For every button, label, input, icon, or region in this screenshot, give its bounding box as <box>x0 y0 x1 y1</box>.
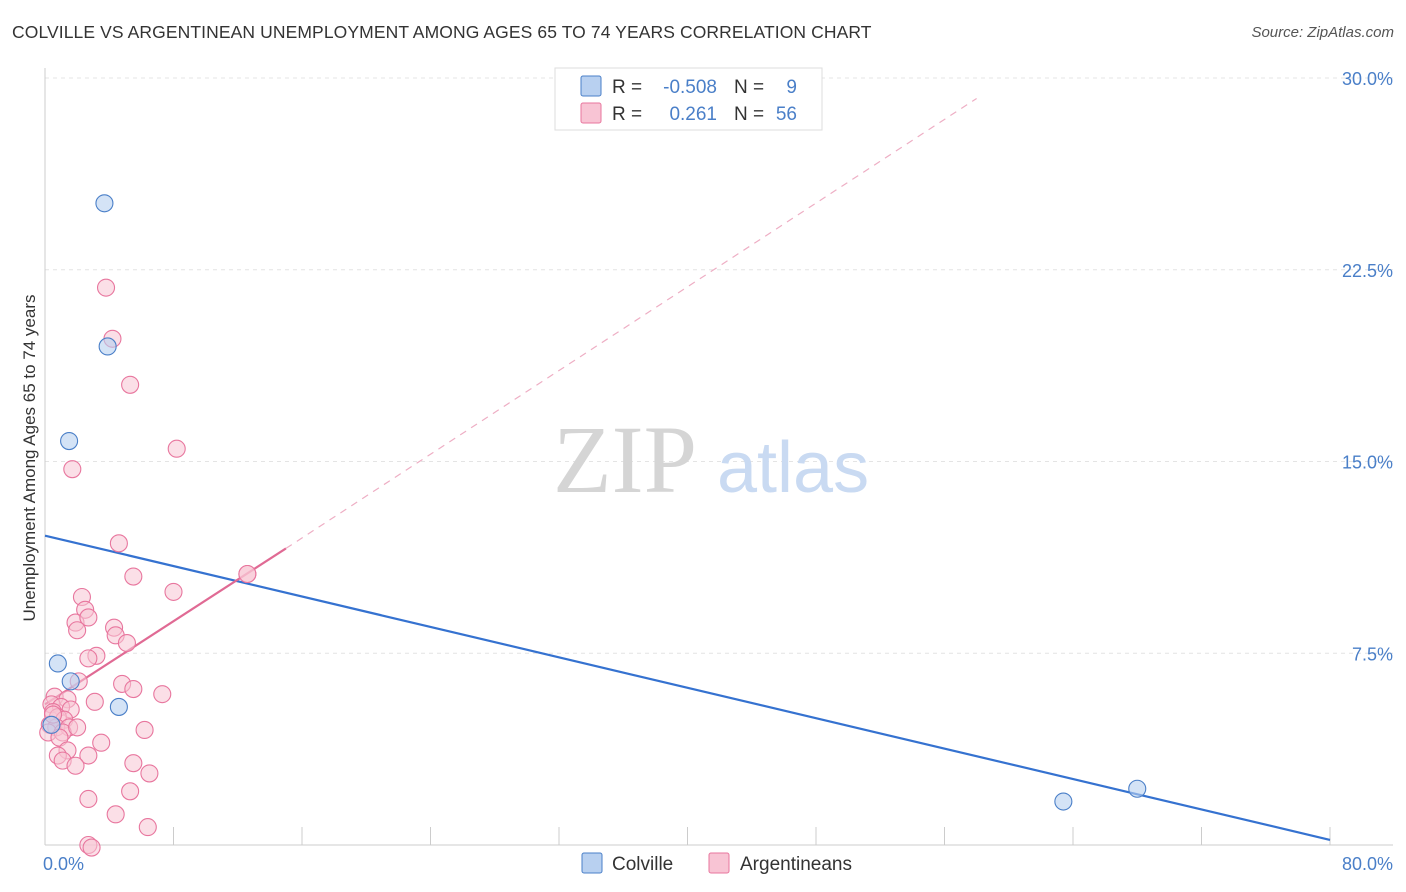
argentineans-point <box>66 756 85 775</box>
x-tick-min: 0.0% <box>43 854 84 874</box>
argentineans-point <box>68 621 87 640</box>
legend-colville-swatch <box>581 852 603 874</box>
argentineans-point <box>167 439 186 458</box>
argentineans-point <box>135 720 154 740</box>
colville-point <box>60 431 79 451</box>
y-tick-labels: 7.5% 15.0% 22.5% 30.0% <box>1342 69 1393 664</box>
n-label-argentineans: N = <box>734 104 764 125</box>
chart-title: COLVILLE VS ARGENTINEAN UNEMPLOYMENT AMO… <box>12 22 872 42</box>
argentineans-point <box>124 679 143 699</box>
argentineans-point <box>82 838 101 857</box>
legend-colville-label: Colville <box>612 854 673 875</box>
colville-point <box>95 194 114 213</box>
legend-argentineans-label: Argentineans <box>740 854 852 875</box>
argentineans-point <box>85 692 104 711</box>
r-value-argentineans: 0.261 <box>669 104 717 125</box>
argentineans-point <box>153 685 172 704</box>
argentineans-point <box>68 718 87 737</box>
y-tick-label-0: 7.5% <box>1352 644 1393 664</box>
colville-point <box>42 715 61 734</box>
argentineans-point <box>140 764 159 783</box>
r-value-colville: -0.508 <box>663 77 717 98</box>
watermark-zip: ZIP <box>553 406 697 513</box>
y-tick-label-3: 30.0% <box>1342 69 1393 89</box>
argentineans-point <box>96 278 116 297</box>
argentineans-point <box>124 567 143 586</box>
argentineans-point <box>106 805 125 824</box>
argentineans-swatch <box>580 102 602 124</box>
argentineans-point <box>117 633 136 653</box>
r-label-argentineans: R = <box>612 104 642 125</box>
argentineans-point <box>109 534 128 553</box>
argentineans-point <box>79 789 98 809</box>
grid <box>45 77 1393 654</box>
argentineans-point <box>79 608 98 627</box>
colville-point <box>1128 779 1147 798</box>
legend-argentineans-swatch <box>708 852 730 874</box>
r-label-colville: R = <box>612 77 642 98</box>
argentineans-point <box>92 733 111 752</box>
argentineans-point <box>121 375 140 394</box>
argentineans-point <box>124 754 143 773</box>
colville-point <box>109 697 128 716</box>
colville-trend-line <box>44 534 1331 841</box>
stats-legend: R = -0.508 N = 9 R = 0.261 N = 56 <box>554 67 823 131</box>
data-points <box>39 194 1147 857</box>
watermark: ZIP atlas <box>553 406 869 513</box>
source-credit: Source: ZipAtlas.com <box>1251 24 1394 41</box>
y-tick-label-1: 15.0% <box>1342 453 1393 473</box>
y-tick-label-2: 22.5% <box>1342 261 1393 281</box>
y-axis-label: Unemployment Among Ages 65 to 74 years <box>20 295 39 622</box>
argentineans-point <box>121 782 140 801</box>
n-label-colville: N = <box>734 77 764 98</box>
colville-point <box>1054 792 1073 811</box>
argentineans-point <box>79 746 98 765</box>
n-value-colville: 9 <box>786 77 797 98</box>
argentineans-point <box>138 818 157 837</box>
n-value-argentineans: 56 <box>776 104 797 125</box>
colville-swatch <box>580 75 602 97</box>
argentineans-point <box>164 582 183 601</box>
x-tick-max: 80.0% <box>1342 854 1393 874</box>
argentineans-point <box>79 649 98 668</box>
colville-point <box>61 672 80 691</box>
watermark-atlas: atlas <box>717 428 869 508</box>
series-legend: Colville Argentineans <box>581 852 852 875</box>
argentineans-point <box>238 564 257 584</box>
argentineans-point <box>63 460 82 479</box>
colville-point <box>98 337 117 356</box>
colville-point <box>48 654 67 673</box>
argentineans-point <box>50 728 69 747</box>
